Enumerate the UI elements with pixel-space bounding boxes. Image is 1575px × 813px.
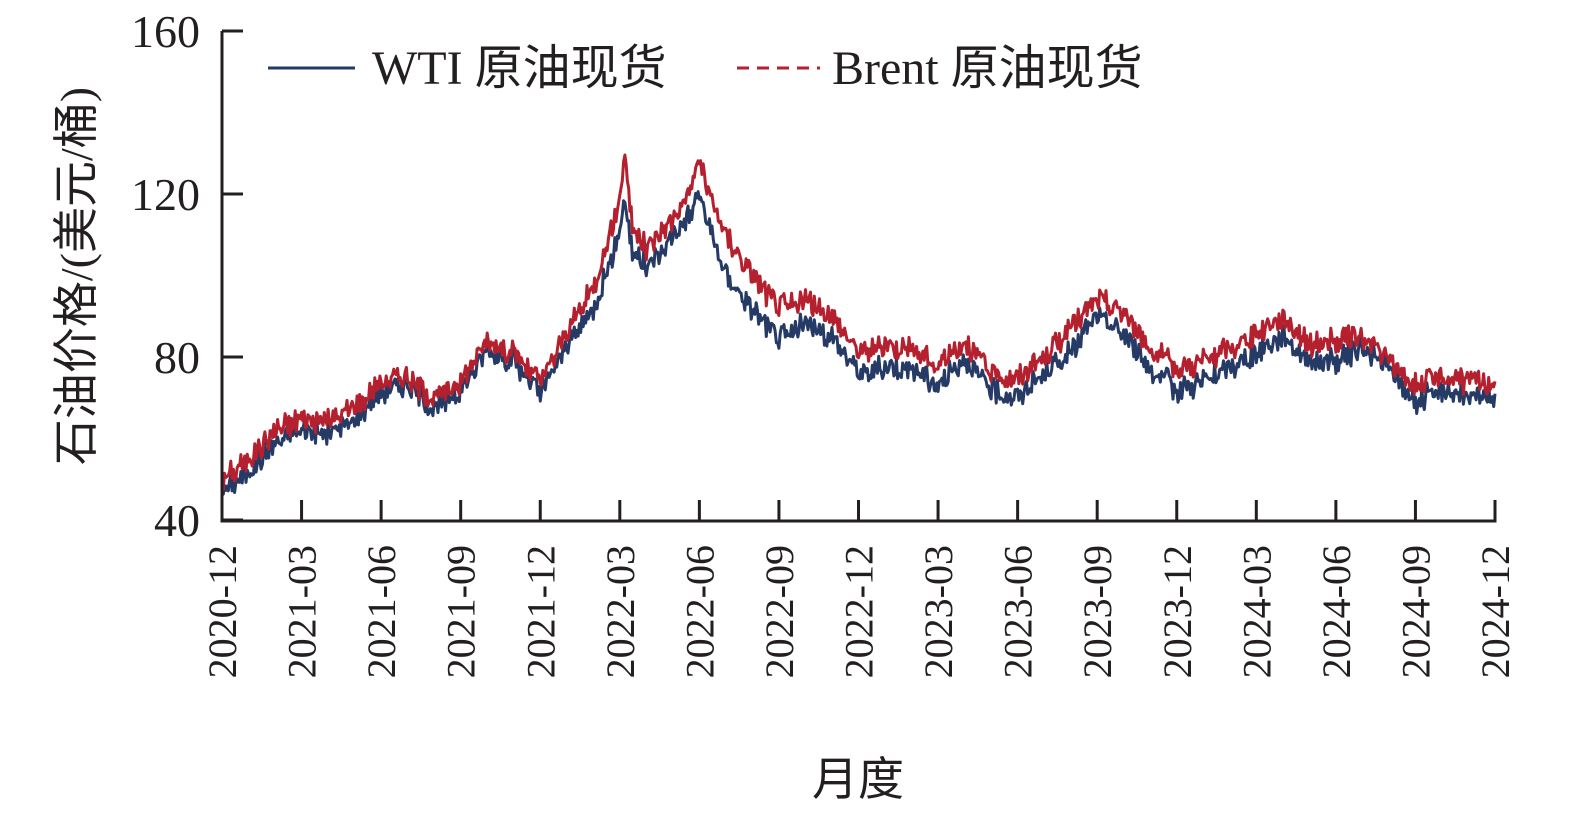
x-tick-label: 2021-12 [518,545,563,678]
x-tick-label: 2024-12 [1473,545,1518,678]
x-tick-label: 2024-09 [1393,545,1438,678]
x-tick-label: 2022-09 [757,545,802,678]
x-tick-label: 2023-06 [996,545,1041,678]
x-tick-label: 2022-06 [677,545,722,678]
y-ticks: 40 80 120 160 [131,6,243,546]
legend-brent-label: Brent 原油现货 [832,42,1143,95]
x-tick-label: 2021-06 [359,545,404,678]
x-tick-label: 2021-03 [280,545,325,678]
plot-lines [221,153,1497,496]
x-tick-label: 2020-12 [200,545,245,678]
x-tick-label: 2024-06 [1314,545,1359,678]
legend: WTI 原油现货 Brent 原油现货 [268,42,1143,95]
y-tick-label: 80 [154,332,200,383]
x-tick-label: 2023-09 [1075,545,1120,678]
x-tick-label: 2022-12 [837,545,882,678]
x-tick-label: 2021-09 [439,545,484,678]
x-tick-label: 2022-03 [598,545,643,678]
brent-price-line [221,153,1497,491]
y-axis-title: 石油价格/(美元/桶) [51,87,102,465]
x-axis-title: 月度 [812,754,904,805]
x-tick-label: 2023-12 [1155,545,1200,678]
x-tick-label: 2023-03 [916,545,961,678]
y-tick-label: 40 [154,495,200,546]
y-tick-label: 120 [131,169,200,220]
x-tick-label: 2024-03 [1234,545,1279,678]
legend-wti-label: WTI 原油现货 [372,42,667,95]
x-ticks: 2020-12 2021-03 2021-06 2021-09 2021-12 2022-… [200,500,1518,678]
y-tick-label: 160 [131,6,200,57]
